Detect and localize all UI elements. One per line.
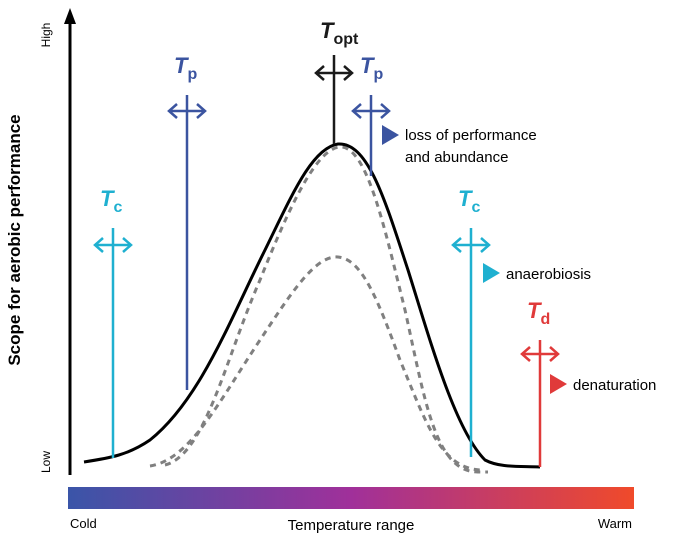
t-c-right-subscript: c [471, 199, 480, 216]
t-p-left-symbol: T [174, 53, 189, 78]
x-axis-label: Temperature range [288, 517, 415, 534]
t-c-left-symbol: T [100, 186, 115, 211]
y-axis-high-label: High [39, 23, 53, 48]
t-p-right-label: Tp [360, 53, 383, 83]
t-d-label: Td [527, 298, 550, 328]
loss-triangle-icon [382, 125, 399, 145]
performance-curve [83, 142, 541, 469]
anaerobiosis-annotation: anaerobiosis [506, 266, 591, 283]
t-opt-subscript: opt [333, 31, 359, 48]
x-cold-label: Cold [70, 516, 97, 531]
t-d-subscript: d [540, 311, 550, 328]
y-axis-label: Scope for aerobic performance [5, 114, 24, 365]
t-p-right-subscript: p [373, 66, 383, 83]
t-c-right-label: Tc [458, 186, 480, 216]
denaturation-annotation: denaturation [573, 377, 656, 394]
t-p-left-label: Tp [174, 53, 197, 83]
t-c-left-subscript: c [113, 199, 122, 216]
anaerobiosis-triangle-icon [483, 263, 500, 283]
t-opt-label: Topt [320, 18, 359, 48]
t-p-right-marker [351, 95, 391, 176]
x-warm-label: Warm [598, 516, 632, 531]
denaturation-triangle-icon [550, 374, 567, 394]
t-c-left-marker [93, 228, 133, 458]
t-d-marker [520, 340, 560, 467]
loss-annotation-line1: loss of performance [405, 127, 537, 144]
dashed-curve-outer [164, 145, 488, 474]
t-d-symbol: T [527, 298, 542, 323]
y-axis-low-label: Low [39, 451, 53, 473]
temperature-gradient-bar [68, 487, 634, 509]
y-axis [64, 8, 76, 475]
t-c-right-symbol: T [458, 186, 473, 211]
t-c-left-label: Tc [100, 186, 122, 216]
loss-annotation-line2: and abundance [405, 149, 508, 166]
t-p-left-marker [167, 95, 207, 390]
t-c-right-marker [451, 228, 491, 457]
t-opt-marker [314, 55, 354, 144]
t-p-right-symbol: T [360, 53, 375, 78]
t-p-left-subscript: p [187, 66, 197, 83]
t-opt-symbol: T [320, 18, 335, 43]
dashed-curve-inner [149, 255, 481, 472]
